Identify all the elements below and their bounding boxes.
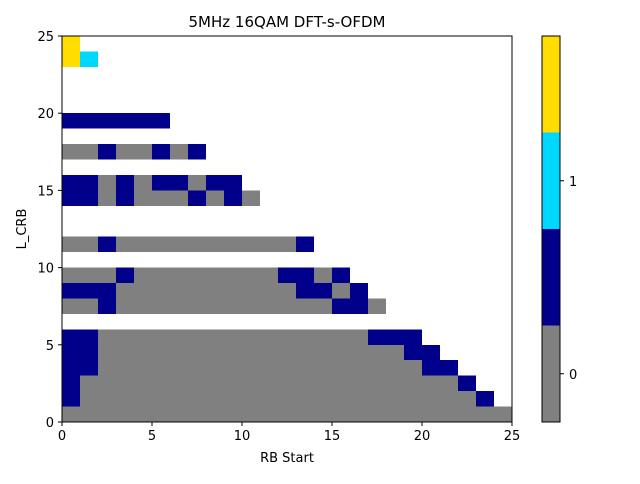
colorbar-tick-label: 1	[569, 175, 577, 190]
y-tick-label: 10	[37, 262, 54, 277]
heatmap-cell	[206, 174, 242, 191]
heatmap-cell	[314, 267, 332, 284]
heatmap-cell	[98, 144, 116, 160]
heatmap-cell	[188, 174, 206, 191]
colorbar-segment	[542, 132, 560, 229]
colorbar-frame	[541, 35, 561, 423]
heatmap-cell	[62, 267, 116, 284]
heatmap-cell	[116, 190, 134, 206]
heatmap-cell	[404, 344, 440, 361]
y-axis-ticks: 0 5 10 15 20 25	[37, 30, 62, 431]
heatmap-cell	[332, 283, 350, 299]
heatmap-cell	[62, 144, 98, 160]
y-tick-label: 25	[37, 30, 54, 45]
y-tick-label: 5	[46, 339, 54, 354]
heatmap-cell	[116, 267, 134, 284]
x-tick-label: 15	[324, 429, 341, 444]
heatmap-cell	[134, 190, 188, 206]
y-tick-label: 15	[37, 184, 54, 199]
heatmap-cell	[62, 283, 116, 299]
heatmap-cell	[278, 267, 314, 284]
x-axis-ticks: 0 5 10 15 20 25	[58, 422, 520, 444]
heatmap-cell	[224, 190, 242, 206]
heatmap-cell	[116, 236, 296, 253]
heatmap-cell	[188, 190, 206, 206]
heatmap-cell	[116, 174, 134, 191]
heatmap-cell	[62, 344, 98, 361]
heatmap-cell	[152, 144, 170, 160]
heatmap-cells	[62, 36, 512, 422]
colorbar-segment	[542, 36, 560, 133]
heatmap-cell	[98, 298, 116, 314]
heatmap-cell	[62, 406, 512, 422]
heatmap-cell	[62, 360, 98, 376]
heatmap-cell	[98, 329, 368, 345]
heatmap-cell	[332, 298, 368, 314]
heatmap-cell	[98, 344, 404, 361]
colorbar-tick-label: 0	[569, 368, 577, 383]
heatmap-cell	[116, 283, 296, 299]
heatmap-cell	[80, 51, 98, 67]
heatmap-cell	[134, 174, 152, 191]
y-axis-label: L_CRB	[15, 209, 30, 250]
heatmap-cell	[62, 375, 80, 392]
x-tick-label: 25	[504, 429, 521, 444]
heatmap-cell	[368, 329, 422, 345]
heatmap-cell	[242, 190, 260, 206]
heatmap-cell	[62, 298, 98, 314]
x-tick-label: 10	[234, 429, 251, 444]
heatmap-cell	[62, 174, 98, 191]
heatmap-cell	[116, 144, 152, 160]
heatmap-cell	[98, 360, 422, 376]
plot-frame	[61, 35, 513, 423]
heatmap-cell	[476, 391, 494, 407]
colorbar-segment	[542, 325, 560, 422]
heatmap-cell	[170, 144, 188, 160]
x-axis-label: RB Start	[260, 451, 314, 466]
heatmap-cell	[62, 36, 80, 52]
heatmap-cell	[332, 267, 350, 284]
heatmap-cell	[188, 144, 206, 160]
x-tick-label: 5	[148, 429, 156, 444]
heatmap-cell	[116, 298, 332, 314]
heatmap-cell	[368, 298, 386, 314]
heatmap-cell	[152, 174, 188, 191]
heatmap-cell	[98, 174, 116, 191]
colorbar-segment	[542, 229, 560, 326]
y-tick-label: 20	[37, 107, 54, 122]
colorbar: 01	[541, 35, 577, 423]
heatmap-cell	[350, 283, 368, 299]
heatmap-cell	[206, 190, 224, 206]
heatmap-cell	[62, 113, 170, 129]
heatmap-cell	[134, 267, 278, 284]
heatmap-cell	[62, 236, 98, 253]
heatmap-cell	[296, 283, 332, 299]
chart-title: 5MHz 16QAM DFT-s-OFDM	[189, 13, 386, 31]
heatmap-cell	[62, 329, 98, 345]
x-tick-label: 20	[414, 429, 431, 444]
heatmap-cell	[98, 190, 116, 206]
heatmap-cell	[458, 375, 476, 392]
heatmap-cell	[296, 236, 314, 253]
heatmap-cell	[80, 375, 458, 392]
heatmap-cell	[62, 190, 98, 206]
x-tick-label: 0	[58, 429, 66, 444]
heatmap-cell	[422, 360, 458, 376]
heatmap-cell	[80, 391, 476, 407]
heatmap-cell	[62, 51, 80, 67]
heatmap-cell	[62, 391, 80, 407]
heatmap-cell	[98, 236, 116, 253]
y-tick-label: 0	[46, 416, 54, 431]
